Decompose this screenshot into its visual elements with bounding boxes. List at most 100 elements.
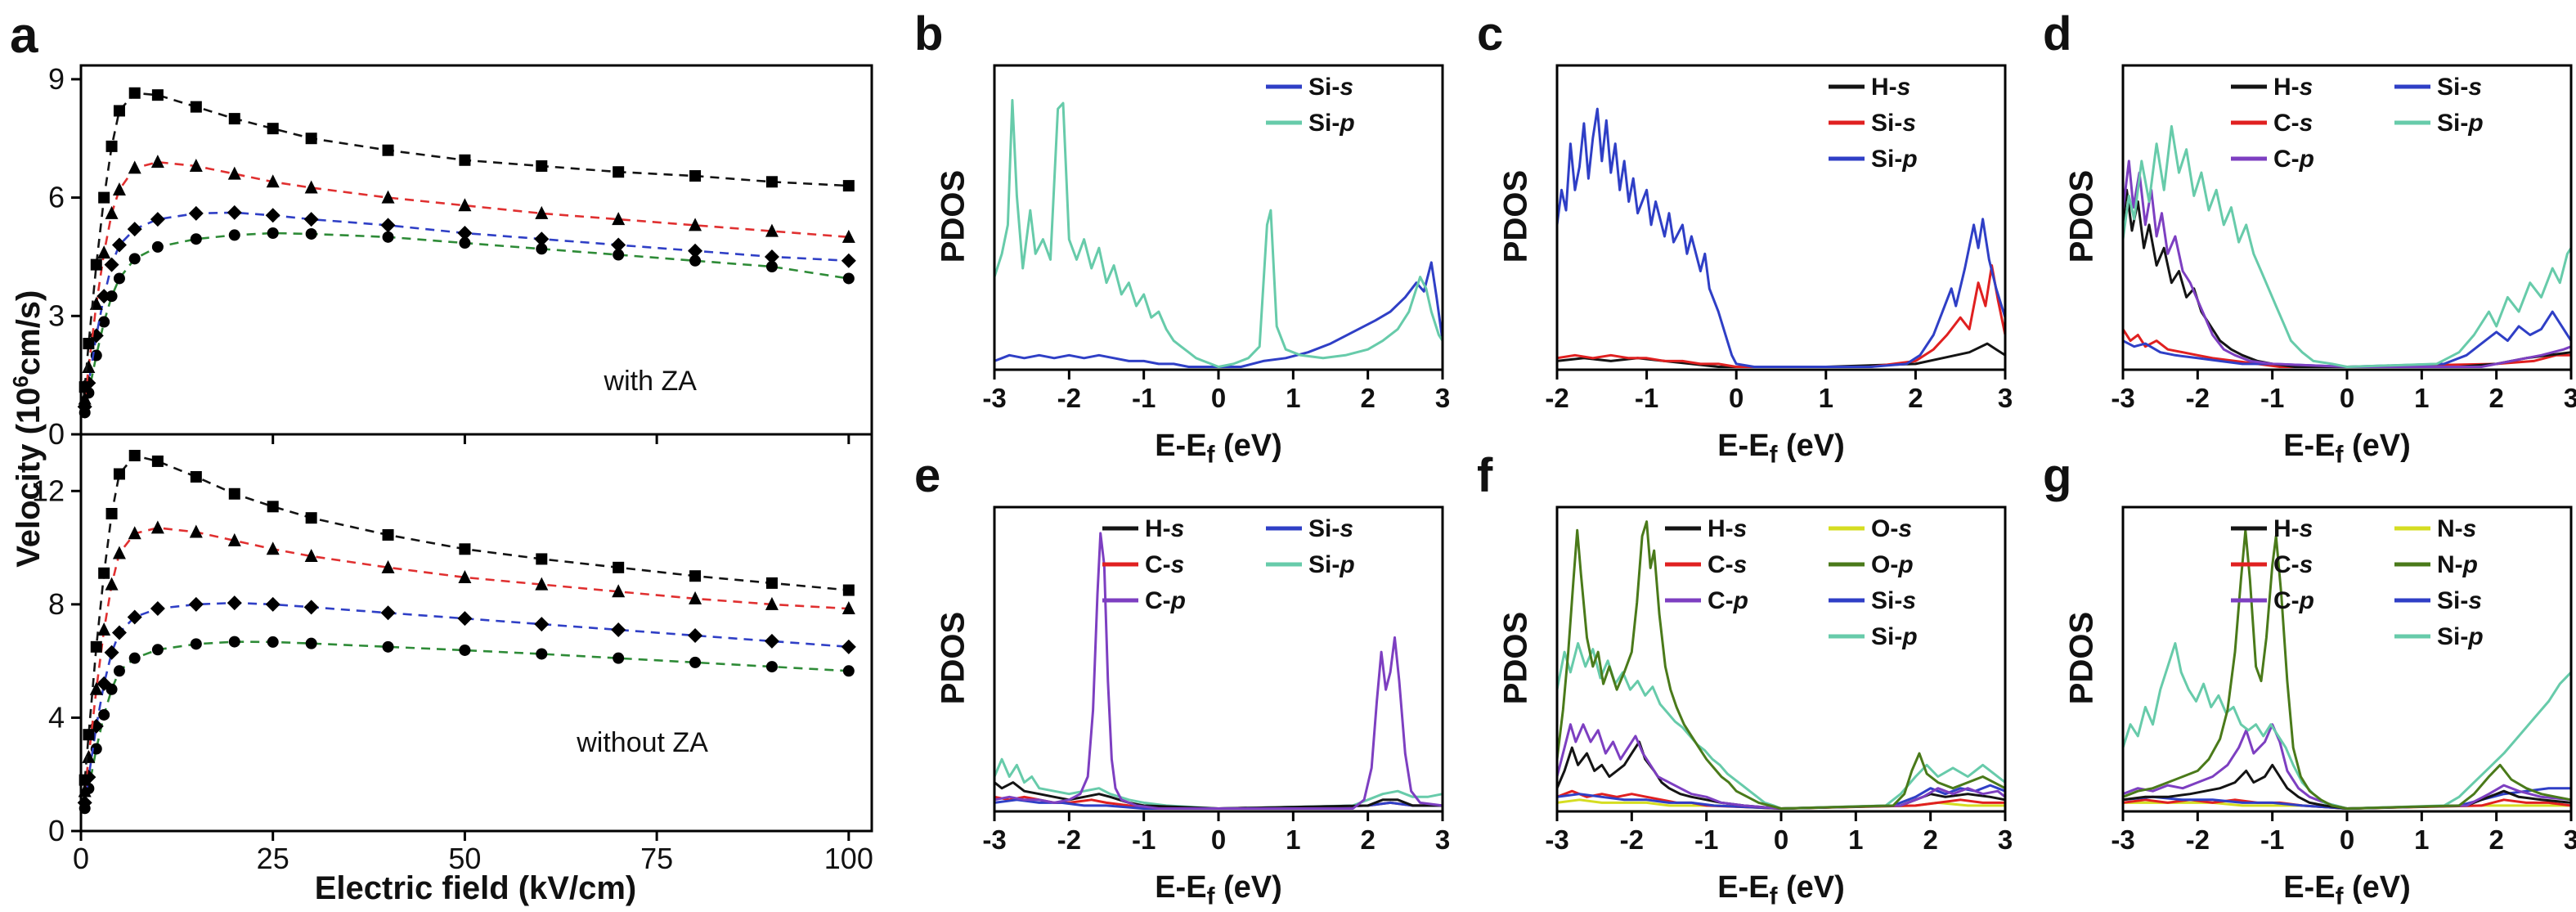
svg-text:75: 75 — [640, 842, 673, 875]
panel-label-c: c — [1477, 7, 1504, 61]
svg-text:-3: -3 — [982, 824, 1006, 855]
panel-c-x-axis-label: E-Ef (eV) — [1557, 429, 2005, 469]
svg-text:C-s: C-s — [1708, 551, 1747, 578]
svg-text:-1: -1 — [1635, 383, 1658, 413]
svg-text:0: 0 — [1774, 824, 1788, 855]
svg-text:2: 2 — [1360, 824, 1375, 855]
svg-text:50: 50 — [448, 842, 481, 875]
panel-b: b PDOS -3 -2 -1 0 1 2 3 Si-s Si-p E-Ef (eV) — [911, 7, 1472, 497]
panel-a-x-axis-label: Electric field (kV/cm) — [314, 870, 637, 906]
panel-e: e PDOS -3 -2 -1 0 1 2 3 H-s C-s C-p Si-s Si-p E-Ef … — [911, 448, 1472, 912]
svg-text:4: 4 — [48, 700, 65, 734]
svg-text:9: 9 — [48, 62, 65, 96]
svg-text:-2: -2 — [1057, 383, 1081, 413]
chart-velocity-with-za: 0 3 6 9 with ZA — [3, 11, 903, 451]
svg-text:-2: -2 — [1620, 824, 1644, 855]
svg-text:0: 0 — [1729, 383, 1744, 413]
panel-label-f: f — [1477, 449, 1493, 502]
xlabel-subscript: f — [2335, 441, 2344, 469]
svg-text:C-p: C-p — [1708, 587, 1748, 614]
svg-text:-1: -1 — [1132, 383, 1156, 413]
xlabel-text: E-E — [1717, 429, 1770, 463]
panel-label-e: e — [914, 449, 941, 502]
panel-d: d PDOS -3 -2 -1 0 1 2 3 H-s C-s C-p Si-s Si-p E-Ef … — [2040, 7, 2576, 497]
svg-text:3: 3 — [2564, 824, 2576, 855]
chart-pdos-e: -3 -2 -1 0 1 2 3 H-s C-s C-p Si-s Si-p — [911, 461, 1467, 912]
svg-text:C-s: C-s — [2273, 110, 2313, 137]
panel-b-x-axis-label: E-Ef (eV) — [994, 429, 1443, 469]
svg-text:Si-p: Si-p — [1308, 551, 1355, 578]
chart-pdos-d: -3 -2 -1 0 1 2 3 H-s C-s C-p Si-s Si-p — [2040, 20, 2576, 478]
svg-text:Si-s: Si-s — [1308, 74, 1353, 101]
panel-a: a Velocity (106cm/s) 0 3 6 9 with ZA 0 25 50 75… — [3, 5, 908, 912]
panel-label-a: a — [10, 7, 38, 64]
svg-text:O-s: O-s — [1871, 515, 1912, 542]
svg-text:-2: -2 — [2186, 383, 2210, 413]
panel-e-x-axis-label: E-Ef (eV) — [994, 870, 1443, 911]
xlabel-text: (eV) — [2343, 870, 2411, 905]
panel-label-d: d — [2043, 7, 2072, 61]
svg-text:Si-p: Si-p — [1871, 146, 1918, 173]
xlabel-text: E-E — [1155, 870, 1207, 905]
panel-c: c PDOS -2 -1 0 1 2 3 H-s Si-s Si-p E-Ef (eV) — [1474, 7, 2035, 497]
svg-text:3: 3 — [1435, 824, 1450, 855]
xlabel-subscript: f — [1206, 441, 1215, 469]
panel-f: f PDOS -3 -2 -1 0 1 2 3 H-s C-s C-p O-s O-p Si-s Si-p… — [1474, 448, 2035, 912]
svg-text:Si-p: Si-p — [1871, 623, 1918, 650]
panel-g-x-axis-label: E-Ef (eV) — [2123, 870, 2571, 911]
svg-text:3: 3 — [48, 299, 65, 332]
svg-text:100: 100 — [824, 842, 873, 875]
svg-text:1: 1 — [1819, 383, 1833, 413]
svg-text:2: 2 — [1923, 824, 1937, 855]
svg-text:C-p: C-p — [2273, 146, 2314, 173]
xlabel-text: (eV) — [1777, 429, 1845, 463]
svg-text:3: 3 — [1435, 383, 1450, 413]
svg-text:N-s: N-s — [2437, 515, 2476, 542]
xlabel-subscript: f — [1206, 883, 1215, 910]
svg-text:6: 6 — [48, 181, 65, 214]
panel-g: g PDOS -3 -2 -1 0 1 2 3 H-s C-s C-p N-s N-p Si-s Si-p… — [2040, 448, 2576, 912]
xlabel-text: (eV) — [1777, 870, 1845, 905]
chart-pdos-g: -3 -2 -1 0 1 2 3 H-s C-s C-p N-s N-p Si-s Si-p — [2040, 461, 2576, 912]
svg-text:1: 1 — [1286, 383, 1300, 413]
svg-text:-2: -2 — [1057, 824, 1081, 855]
svg-text:C-s: C-s — [1145, 551, 1184, 578]
svg-text:Si-s: Si-s — [2437, 587, 2482, 614]
svg-text:-3: -3 — [2111, 824, 2134, 855]
svg-text:0: 0 — [48, 814, 65, 847]
xlabel-text: E-E — [2283, 429, 2336, 463]
svg-text:8: 8 — [48, 587, 65, 621]
svg-text:Si-p: Si-p — [2437, 110, 2484, 137]
svg-text:0: 0 — [48, 417, 65, 451]
chart-pdos-b: -3 -2 -1 0 1 2 3 Si-s Si-p — [911, 20, 1467, 478]
svg-text:2: 2 — [2488, 824, 2503, 855]
svg-text:-1: -1 — [2260, 824, 2284, 855]
svg-text:0: 0 — [1211, 824, 1226, 855]
svg-text:1: 1 — [1848, 824, 1863, 855]
panel-f-x-axis-label: E-Ef (eV) — [1557, 870, 2005, 911]
svg-text:N-p: N-p — [2437, 551, 2478, 578]
svg-text:0: 0 — [2340, 383, 2354, 413]
panel-d-x-axis-label: E-Ef (eV) — [2123, 429, 2571, 469]
svg-text:-1: -1 — [1694, 824, 1718, 855]
svg-text:Si-s: Si-s — [1308, 515, 1353, 542]
svg-text:C-p: C-p — [1145, 587, 1186, 614]
svg-text:-2: -2 — [1545, 383, 1568, 413]
svg-text:H-s: H-s — [2273, 74, 2313, 101]
svg-text:C-s: C-s — [2273, 551, 2313, 578]
svg-text:H-s: H-s — [1708, 515, 1747, 542]
svg-text:-1: -1 — [2260, 383, 2284, 413]
xlabel-text: (eV) — [2343, 429, 2411, 463]
chart-velocity-without-za: 0 25 50 75 100 0 4 8 12 without ZA — [3, 433, 903, 911]
panel-label-b: b — [914, 7, 944, 61]
chart-pdos-c: -2 -1 0 1 2 3 H-s Si-s Si-p — [1474, 20, 2030, 478]
svg-text:Si-s: Si-s — [1871, 110, 1916, 137]
svg-text:H-s: H-s — [2273, 515, 2313, 542]
svg-text:-1: -1 — [1132, 824, 1156, 855]
svg-text:3: 3 — [2564, 383, 2576, 413]
xlabel-text: E-E — [2283, 870, 2336, 905]
svg-text:1: 1 — [1286, 824, 1300, 855]
svg-text:3: 3 — [1998, 824, 2013, 855]
svg-text:Si-s: Si-s — [2437, 74, 2482, 101]
